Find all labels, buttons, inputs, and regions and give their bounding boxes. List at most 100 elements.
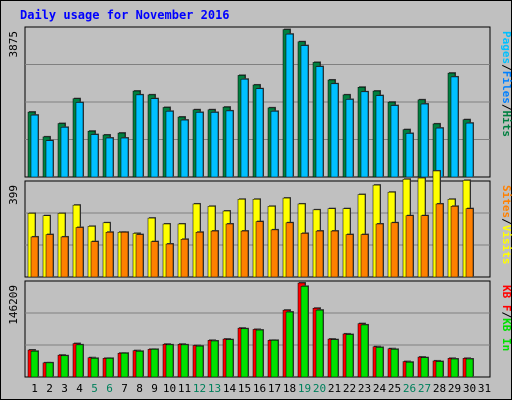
legend-sep: / <box>500 218 512 225</box>
sites-bar-day-16 <box>255 221 264 278</box>
files-bar-day-29 <box>450 76 459 178</box>
files-bar-day-12 <box>195 112 204 178</box>
files-bar-day-30 <box>465 122 474 178</box>
files-bar-day-18 <box>285 33 294 178</box>
legend-kb-in: KB In <box>500 318 512 351</box>
kb-in-bar-day-28 <box>435 361 444 378</box>
x-tick-label: 18 <box>283 382 296 395</box>
x-tick-label: 11 <box>178 382 191 395</box>
files-bar-day-24 <box>375 95 384 178</box>
legend-pages: Pages <box>500 31 512 64</box>
kb-in-bar-day-24 <box>375 347 384 378</box>
kb-in-bar-day-15 <box>240 328 249 378</box>
kbytes-legend: KB F/KB In <box>500 285 512 351</box>
legend-kb-out: KB F <box>500 285 512 312</box>
files-bar-day-19 <box>300 45 309 178</box>
kb-in-bar-day-7 <box>120 352 129 378</box>
x-tick-label: 5 <box>91 382 98 395</box>
files-bar-day-11 <box>180 119 189 178</box>
requests-bars <box>27 28 474 178</box>
x-tick-label: 26 <box>403 382 416 395</box>
sites-bar-day-21 <box>330 230 339 278</box>
x-tick-label: 6 <box>106 382 113 395</box>
files-bar-day-7 <box>120 137 129 178</box>
sites-bar-day-10 <box>165 243 174 278</box>
kb-in-bar-day-30 <box>465 358 474 378</box>
sites-bar-day-5 <box>90 241 99 278</box>
kb-in-bar-day-13 <box>210 340 219 378</box>
kb-in-bar-day-18 <box>285 311 294 378</box>
files-bar-day-1 <box>30 114 39 178</box>
legend-sep: / <box>500 312 512 319</box>
sites-bar-day-4 <box>75 227 84 278</box>
sites-bars <box>27 169 474 278</box>
sites-bar-day-28 <box>435 203 444 278</box>
kbytes-ymax-label: 146209 <box>7 285 20 325</box>
x-tick-label: 15 <box>238 382 251 395</box>
x-tick-label: 30 <box>463 382 476 395</box>
files-bar-day-28 <box>435 127 444 178</box>
sites-bar-day-26 <box>405 215 414 278</box>
sites-bar-day-23 <box>360 234 369 278</box>
x-tick-label: 25 <box>388 382 401 395</box>
x-tick-label: 7 <box>121 382 128 395</box>
files-bar-day-17 <box>270 111 279 178</box>
sites-bar-day-1 <box>30 236 39 278</box>
x-tick-label: 2 <box>46 382 53 395</box>
x-tick-label: 31 <box>478 382 491 395</box>
files-bar-day-23 <box>360 91 369 178</box>
x-tick-label: 24 <box>373 382 387 395</box>
sites-bar-day-19 <box>300 233 309 278</box>
legend-sep: / <box>500 104 512 111</box>
sites-bar-day-11 <box>180 239 189 278</box>
x-tick-label: 10 <box>163 382 176 395</box>
sites-bar-day-7 <box>120 231 129 278</box>
x-tick-label: 23 <box>358 382 371 395</box>
x-axis-day-labels: 1 2 3 4 5 6 7 8 9 10 11 12 13 14 15 16 17 18 19 20 21 22 23 24 2… <box>31 382 491 395</box>
x-tick-label: 8 <box>136 382 143 395</box>
sites-bar-day-13 <box>210 230 219 278</box>
files-bar-day-6 <box>105 137 114 178</box>
sites-bar-day-20 <box>315 230 324 278</box>
x-tick-label: 29 <box>448 382 461 395</box>
legend-files: Files <box>500 71 512 104</box>
kb-in-bar-day-19 <box>300 286 309 378</box>
kb-in-bar-day-10 <box>165 344 174 378</box>
kb-in-bar-day-3 <box>60 355 69 378</box>
kb-in-bar-day-26 <box>405 361 414 378</box>
files-bar-day-3 <box>60 127 69 178</box>
sites-bar-day-12 <box>195 231 204 278</box>
kb-in-bar-day-11 <box>180 344 189 378</box>
sites-bar-day-15 <box>240 230 249 278</box>
x-tick-label: 12 <box>193 382 206 395</box>
legend-hits: Hits <box>500 111 512 138</box>
files-bar-day-25 <box>390 105 399 178</box>
files-bar-day-21 <box>330 83 339 178</box>
legend-sep: / <box>500 64 512 71</box>
kb-in-bar-day-8 <box>135 351 144 378</box>
sites-bar-day-22 <box>345 234 354 278</box>
sites-bar-day-30 <box>465 208 474 278</box>
files-bar-day-27 <box>420 103 429 178</box>
kb-in-bar-day-21 <box>330 339 339 378</box>
x-tick-label: 1 <box>31 382 38 395</box>
files-bar-day-9 <box>150 98 159 178</box>
sites-bar-day-3 <box>60 236 69 278</box>
kb-in-bar-day-12 <box>195 345 204 378</box>
files-bar-day-2 <box>45 140 54 178</box>
kbytes-bars <box>27 282 474 378</box>
x-tick-label: 16 <box>253 382 266 395</box>
x-tick-label: 27 <box>418 382 431 395</box>
files-bar-day-4 <box>75 102 84 178</box>
sites-bar-day-18 <box>285 222 294 278</box>
files-bar-day-13 <box>210 112 219 178</box>
files-bar-day-20 <box>315 66 324 178</box>
kb-in-bar-day-23 <box>360 324 369 378</box>
kbytes-panel: 146209 KB F/KB In <box>7 280 512 378</box>
files-bar-day-5 <box>90 134 99 178</box>
legend-sites: Sites <box>500 185 512 218</box>
sites-legend: Sites/Visits <box>500 185 512 265</box>
kb-in-bar-day-29 <box>450 358 459 378</box>
sites-bar-day-25 <box>390 222 399 278</box>
